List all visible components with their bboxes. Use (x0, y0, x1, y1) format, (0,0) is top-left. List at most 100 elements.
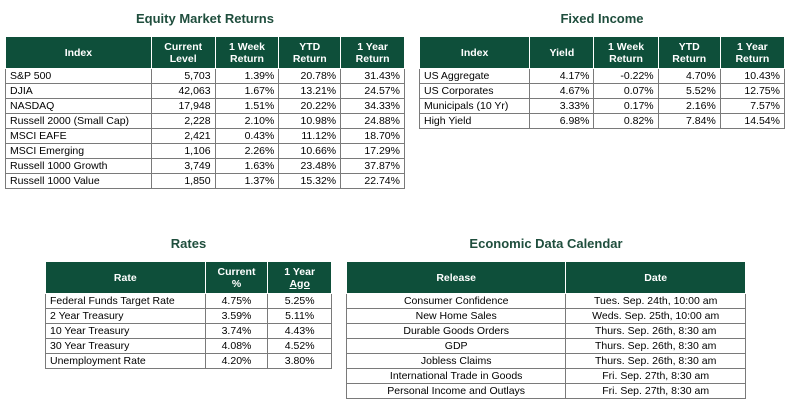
fixed-income-cell: 0.17% (593, 98, 659, 114)
rates-header: Rate Current % 1 Year Ago (45, 261, 332, 294)
calendar-cell: International Trade in Goods (345, 368, 567, 384)
rates-cell: 10 Year Treasury (45, 323, 206, 339)
equity-cell: Russell 1000 Value (5, 173, 152, 189)
calendar-table: Release Date Consumer Confidence Tues. Se… (345, 261, 746, 399)
rates-header-year-ago: 1 Year Ago (267, 261, 332, 294)
equity-cell: 5,703 (150, 68, 216, 84)
calendar-row: Personal Income and Outlays Fri. Sep. 27t… (345, 383, 746, 399)
calendar-cell: Thurs. Sep. 26th, 8:30 am (565, 353, 746, 369)
fixed-income-header-col-3: YTD Return (657, 36, 721, 69)
rates-cell: 30 Year Treasury (45, 338, 206, 354)
equity-header-text: Return (355, 52, 390, 65)
equity-header-col-0: Index (5, 36, 152, 69)
equity-cell: 1.51% (214, 98, 280, 114)
rates-body: Federal Funds Target Rate 4.75% 5.25% 2 Yea… (45, 293, 332, 369)
rates-header-current: Current % (204, 261, 269, 294)
fixed-income-cell: -0.22% (593, 68, 659, 84)
fixed-income-cell: Municipals (10 Yr) (418, 98, 531, 114)
equity-cell: 22.74% (340, 173, 405, 189)
fixed-income-header-text: Return (735, 52, 770, 65)
equity-cell: 2,421 (150, 128, 216, 144)
rates-cell: 5.11% (267, 308, 332, 324)
equity-cell: 1.39% (214, 68, 280, 84)
fixed-income-cell: High Yield (418, 113, 531, 129)
fixed-income-cell: 3.33% (529, 98, 595, 114)
calendar-header-date: Date (565, 261, 746, 294)
fixed-income-header: Index Yield 1 Week Return YTD Return 1 Year Ret… (418, 36, 786, 69)
fixed-income-cell: 5.52% (657, 83, 721, 99)
equity-cell: 17.29% (340, 143, 405, 159)
rates-row: 30 Year Treasury 4.08% 4.52% (45, 338, 332, 354)
fixed-income-header-text: Return (672, 52, 707, 65)
equity-cell: NASDAQ (5, 98, 152, 114)
equity-cell: 3,749 (150, 158, 216, 174)
equity-cell: Russell 1000 Growth (5, 158, 152, 174)
equity-cell: MSCI Emerging (5, 143, 152, 159)
fixed-income-cell: 6.98% (529, 113, 595, 129)
equity-cell: 23.48% (278, 158, 342, 174)
fixed-income-header-col-1: Yield (529, 36, 595, 69)
equity-row: Russell 1000 Value 1,850 1.37% 15.32% 22.74% (5, 173, 405, 189)
fixed-income-header-col-0: Index (418, 36, 531, 69)
calendar-row: New Home Sales Weds. Sep. 25th, 10:00 am (345, 308, 746, 324)
fixed-income-cell: US Corporates (418, 83, 531, 99)
equity-cell: DJIA (5, 83, 152, 99)
rates-header-current-line1: Current (217, 265, 256, 278)
equity-cell: 2.10% (214, 113, 280, 129)
equity-row: S&P 500 5,703 1.39% 20.78% 31.43% (5, 68, 405, 84)
equity-cell: 20.22% (278, 98, 342, 114)
equity-cell: 18.70% (340, 128, 405, 144)
rates-cell: 4.43% (267, 323, 332, 339)
rates-cell: 4.75% (204, 293, 269, 309)
rates-cell: 3.80% (267, 353, 332, 369)
equity-title: Equity Market Returns (136, 11, 274, 26)
equity-row: MSCI EAFE 2,421 0.43% 11.12% 18.70% (5, 128, 405, 144)
calendar-cell: GDP (345, 338, 567, 354)
equity-body: S&P 500 5,703 1.39% 20.78% 31.43% DJIA 42,063 1… (5, 68, 405, 189)
fixed-income-header-text: Return (609, 52, 643, 65)
equity-cell: 10.98% (278, 113, 342, 129)
equity-header-text: 1 Year (357, 40, 388, 53)
rates-cell: 3.74% (204, 323, 269, 339)
fixed-income-row: Municipals (10 Yr) 3.33% 0.17% 2.16% 7.57% (418, 98, 786, 114)
fixed-income-header-text: 1 Year (737, 40, 768, 53)
equity-cell: 34.33% (340, 98, 405, 114)
calendar-cell: Fri. Sep. 27th, 8:30 am (565, 368, 746, 384)
equity-cell: 31.43% (340, 68, 405, 84)
equity-row: Russell 1000 Growth 3,749 1.63% 23.48% 37.87… (5, 158, 405, 174)
equity-cell: 24.57% (340, 83, 405, 99)
equity-header-text: Current (164, 40, 203, 53)
calendar-cell: Thurs. Sep. 26th, 8:30 am (565, 338, 746, 354)
calendar-cell: Durable Goods Orders (345, 323, 567, 339)
rates-cell: Unemployment Rate (45, 353, 206, 369)
calendar-cell: Fri. Sep. 27th, 8:30 am (565, 383, 746, 399)
rates-header-year-line2: Ago (289, 277, 310, 290)
equity-cell: 24.88% (340, 113, 405, 129)
fixed-income-cell: 0.07% (593, 83, 659, 99)
fixed-income-header-text: 1 Week (608, 40, 645, 53)
fixed-income-cell: 4.17% (529, 68, 595, 84)
equity-header-text: 1 Week (228, 40, 265, 53)
fixed-income-cell: 7.57% (719, 98, 786, 114)
fixed-income-cell: 4.67% (529, 83, 595, 99)
equity-cell: Russell 2000 (Small Cap) (5, 113, 152, 129)
fixed-income-body: US Aggregate 4.17% -0.22% 4.70% 10.43% US Cor… (418, 68, 786, 129)
calendar-cell: Weds. Sep. 25th, 10:00 am (565, 308, 746, 324)
equity-row: NASDAQ 17,948 1.51% 20.22% 34.33% (5, 98, 405, 114)
fixed-income-header-col-4: 1 Year Return (719, 36, 786, 69)
fixed-income-header-text: Yield (549, 46, 575, 59)
rates-row: 10 Year Treasury 3.74% 4.43% (45, 323, 332, 339)
equity-cell: 1.63% (214, 158, 280, 174)
equity-cell: 11.12% (278, 128, 342, 144)
equity-header-text: YTD (299, 40, 321, 53)
equity-cell: 17,948 (150, 98, 216, 114)
equity-cell: 13.21% (278, 83, 342, 99)
rates-table: Rate Current % 1 Year Ago Federal Funds … (45, 261, 332, 369)
fixed-income-row: US Corporates 4.67% 0.07% 5.52% 12.75% (418, 83, 786, 99)
rates-row: 2 Year Treasury 3.59% 5.11% (45, 308, 332, 324)
equity-row: Russell 2000 (Small Cap) 2,228 2.10% 10.98%… (5, 113, 405, 129)
rates-cell: 4.52% (267, 338, 332, 354)
calendar-row: Jobless Claims Thurs. Sep. 26th, 8:30 am (345, 353, 746, 369)
calendar-row: Consumer Confidence Tues. Sep. 24th, 10:0… (345, 293, 746, 309)
rates-cell: 5.25% (267, 293, 332, 309)
